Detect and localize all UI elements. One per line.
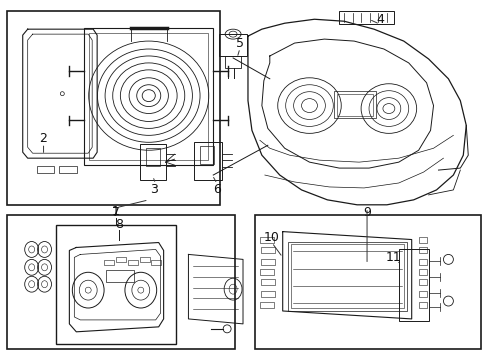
Text: 5: 5	[236, 37, 244, 50]
Bar	[418, 260, 426, 265]
Bar	[145, 148, 160, 166]
Text: 6: 6	[213, 184, 221, 197]
Text: 11: 11	[385, 251, 401, 264]
Bar	[200, 146, 214, 164]
Bar	[116, 257, 126, 262]
Text: 7: 7	[112, 206, 120, 219]
Text: 10: 10	[264, 231, 279, 244]
Bar	[260, 260, 274, 265]
Bar	[89, 33, 208, 160]
Bar	[140, 257, 149, 262]
Bar	[260, 279, 274, 285]
Bar	[259, 302, 273, 308]
Bar	[37, 166, 54, 173]
Bar	[194, 142, 222, 180]
Bar	[104, 260, 114, 265]
Bar	[224, 56, 241, 68]
Bar	[140, 144, 165, 180]
Bar	[418, 247, 426, 253]
Bar	[254, 215, 480, 349]
Bar	[337, 94, 372, 116]
Bar	[418, 291, 426, 297]
Bar	[56, 225, 175, 344]
Text: 1: 1	[112, 205, 120, 218]
Bar	[219, 34, 246, 56]
Bar	[7, 11, 220, 205]
Text: 9: 9	[363, 206, 370, 219]
Bar	[259, 237, 273, 243]
Bar	[60, 166, 77, 173]
Bar	[128, 260, 138, 265]
Text: 8: 8	[115, 218, 122, 231]
Bar	[418, 237, 426, 243]
Bar	[334, 91, 375, 118]
Bar	[398, 249, 427, 321]
Bar	[260, 247, 274, 253]
Text: 4: 4	[375, 13, 383, 26]
Bar	[418, 269, 426, 275]
Bar	[84, 28, 213, 165]
Text: 2: 2	[40, 132, 47, 145]
Bar	[106, 270, 134, 282]
Bar	[339, 11, 393, 24]
Bar	[259, 269, 273, 275]
Bar	[260, 291, 274, 297]
Bar	[418, 279, 426, 285]
Bar	[418, 302, 426, 308]
Bar	[290, 244, 403, 308]
Bar	[7, 215, 235, 349]
Bar	[150, 260, 161, 265]
Bar	[287, 242, 406, 311]
Text: 3: 3	[149, 184, 157, 197]
